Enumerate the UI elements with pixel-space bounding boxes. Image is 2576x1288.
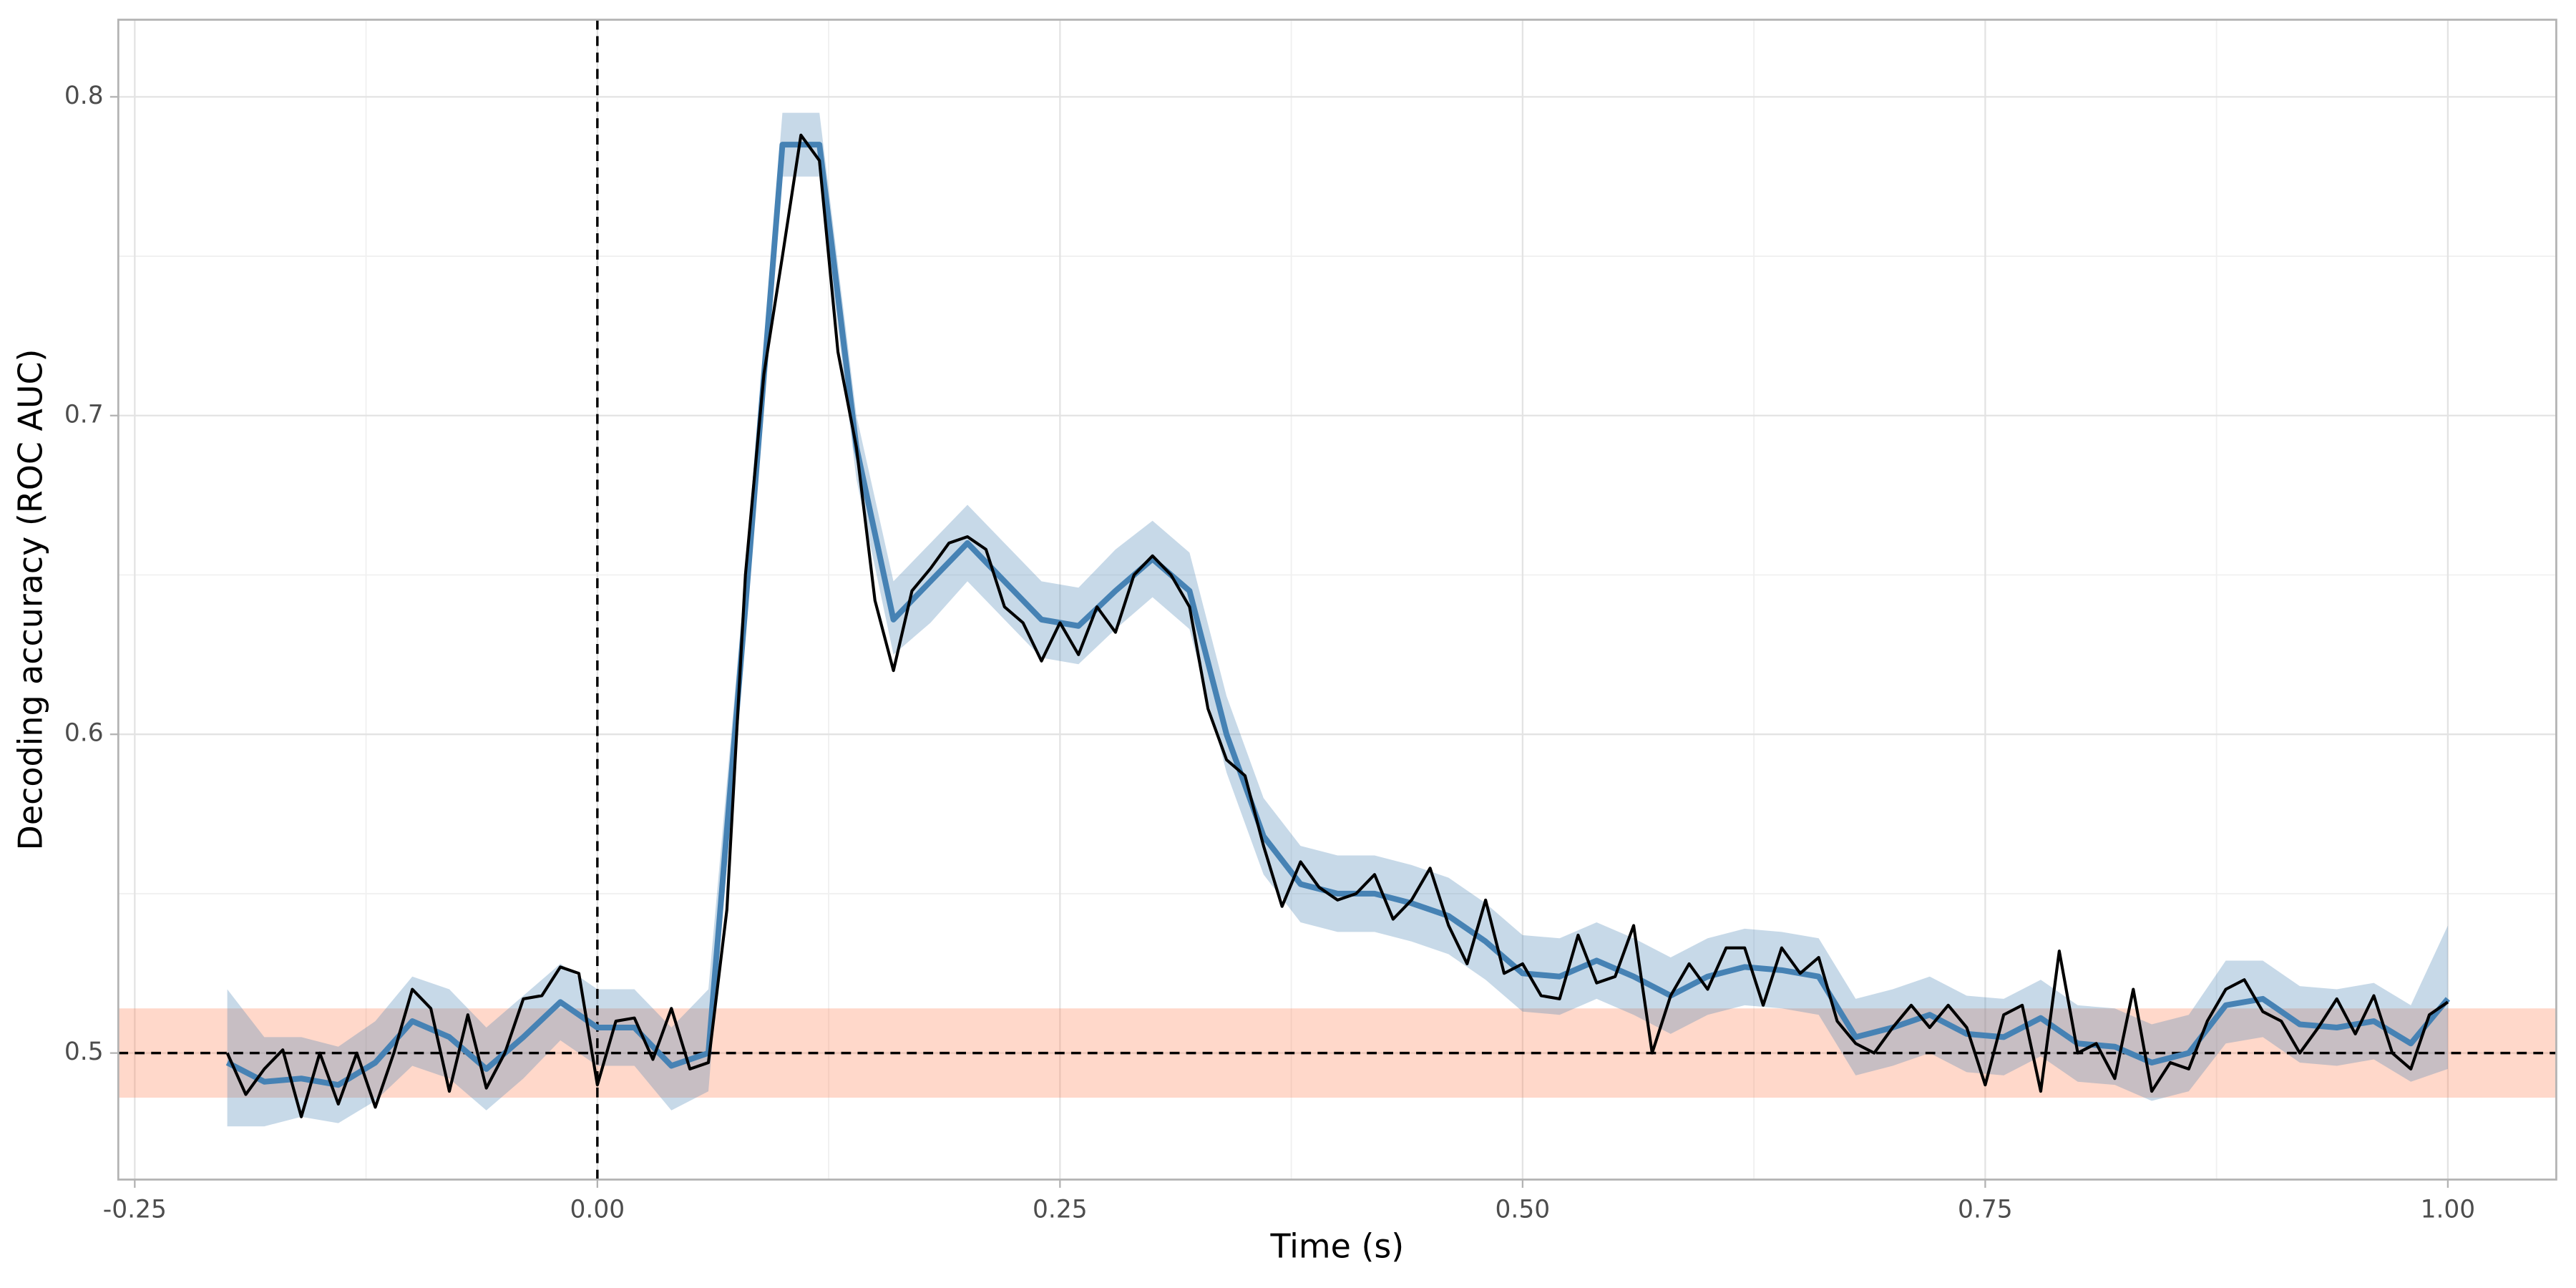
x-tick-label: 0.00 [570,1196,625,1224]
y-tick-label: 0.8 [64,82,104,110]
y-tick-label: 0.7 [64,400,104,429]
x-tick-label: 1.00 [2421,1196,2476,1224]
y-tick-label: 0.6 [64,719,104,748]
confidence-ribbon [227,112,2448,1127]
x-tick-label: 0.25 [1033,1196,1088,1224]
smoothed-line [225,142,2450,1088]
raw-line [225,133,2449,1118]
x-axis-title: Time (s) [1270,1226,1405,1265]
panel-border [117,19,2557,1181]
y-tick-label: 0.5 [64,1038,104,1066]
y-axis-title: Decoding accuracy (ROC AUC) [11,349,49,851]
x-tick-label: 0.75 [1958,1196,2013,1224]
x-tick-label: -0.25 [103,1196,167,1224]
x-tick-label: 0.50 [1496,1196,1551,1224]
